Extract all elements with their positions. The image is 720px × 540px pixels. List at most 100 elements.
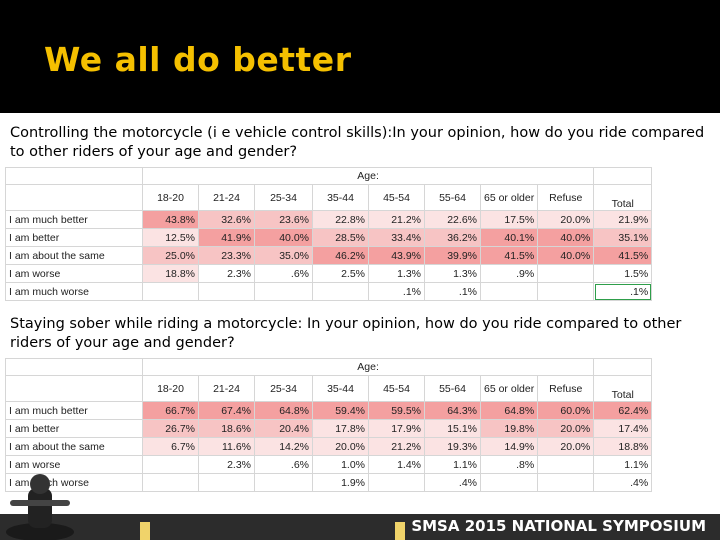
data-cell (142, 282, 199, 301)
data-cell: 1.4% (368, 455, 425, 474)
data-cell (142, 455, 199, 474)
data-cell: 22.8% (312, 210, 369, 229)
table-row: I am worse 2.3% .6% 1.0% 1.4% 1.1% .8% 1.1% (5, 455, 653, 474)
data-cell (142, 473, 199, 492)
data-cell (198, 473, 255, 492)
question-2-text: Staying sober while riding a motorcycle:… (10, 316, 682, 351)
data-cell: 33.4% (368, 228, 425, 247)
data-cell (198, 282, 255, 301)
data-cell: 23.3% (198, 246, 255, 265)
data-cell (537, 264, 595, 283)
data-cell: 67.4% (198, 401, 255, 420)
column-header: 45-54 (368, 375, 425, 402)
row-label: I am better (5, 419, 143, 438)
data-cell (479, 282, 539, 301)
data-cell (312, 282, 369, 301)
data-cell: 28.5% (312, 228, 369, 247)
data-cell: .6% (254, 455, 313, 474)
data-cell (537, 282, 595, 301)
row-label: I am about the same (5, 246, 143, 265)
lane-marking (395, 522, 405, 540)
data-cell: 26.7% (142, 419, 199, 438)
data-cell: 1.1% (593, 455, 653, 474)
data-cell: 25.0% (142, 246, 199, 265)
data-cell: 12.5% (142, 228, 199, 247)
column-header: 21-24 (198, 375, 255, 402)
corner-cell (5, 184, 143, 211)
data-cell: 35.0% (254, 246, 313, 265)
slide-header: We all do better (0, 0, 720, 113)
data-cell: 14.9% (479, 437, 539, 456)
row-label: I am much worse (5, 282, 143, 301)
data-cell: 64.8% (479, 401, 539, 420)
data-cell: 46.2% (312, 246, 369, 265)
data-cell: 19.3% (424, 437, 481, 456)
data-cell: 1.0% (312, 455, 369, 474)
data-cell: 17.9% (368, 419, 425, 438)
column-header: Refuse (537, 184, 595, 211)
corner-cell (5, 167, 143, 185)
data-cell: 2.3% (198, 264, 255, 283)
data-cell: 40.0% (537, 246, 595, 265)
data-cell (537, 455, 595, 474)
data-cell: 40.0% (537, 228, 595, 247)
row-label: I am worse (5, 264, 143, 283)
column-header: 25-34 (254, 375, 313, 402)
data-cell: 62.4% (593, 401, 653, 420)
table-row: I am much better 43.8% 32.6% 23.6% 22.8% 21.2… (5, 210, 653, 229)
data-cell: 21.2% (368, 210, 425, 229)
data-cell: .9% (479, 264, 539, 283)
data-cell: 1.1% (424, 455, 481, 474)
data-cell: 19.8% (479, 419, 539, 438)
data-cell: 18.6% (198, 419, 255, 438)
data-cell: .6% (254, 264, 313, 283)
data-cell: 40.1% (479, 228, 539, 247)
data-cell (479, 473, 539, 492)
column-header: Total (593, 375, 653, 402)
data-cell: 1.3% (368, 264, 425, 283)
data-cell: 22.6% (424, 210, 481, 229)
data-cell: 41.5% (479, 246, 539, 265)
data-cell: 17.8% (312, 419, 369, 438)
column-header: 18-20 (142, 375, 199, 402)
data-cell: 32.6% (198, 210, 255, 229)
column-header: 55-64 (424, 375, 481, 402)
data-cell: 59.5% (368, 401, 425, 420)
data-cell: 64.8% (254, 401, 313, 420)
data-cell: 66.7% (142, 401, 199, 420)
data-cell: 64.3% (424, 401, 481, 420)
footer-text: SMSA 2015 NATIONAL SYMPOSIUM (411, 517, 706, 535)
data-cell: 21.2% (368, 437, 425, 456)
data-cell: .8% (479, 455, 539, 474)
row-label: I am much better (5, 210, 143, 229)
data-cell: 20.4% (254, 419, 313, 438)
table-row: I am much worse .1% .1% .1% (5, 282, 653, 301)
table-row: I am better 12.5% 41.9% 40.0% 28.5% 33.4% 36.2… (5, 228, 653, 247)
column-header: 35-44 (312, 184, 369, 211)
question-1-text: Controlling the motorcycle (i e vehicle … (10, 125, 705, 160)
age-header: Age: (141, 167, 595, 185)
data-cell: 20.0% (537, 419, 595, 438)
data-cell: 40.0% (254, 228, 313, 247)
data-cell: 43.8% (142, 210, 199, 229)
data-cell: 60.0% (537, 401, 595, 420)
data-cell: 41.9% (198, 228, 255, 247)
column-header: 21-24 (198, 184, 255, 211)
data-cell: 1.3% (424, 264, 481, 283)
staying-sober-table: Age: 18-20 21-24 25-34 35-44 45-54 55-64 65 or … (5, 358, 653, 492)
data-cell: .4% (424, 473, 481, 492)
data-cell: 2.3% (198, 455, 255, 474)
total-header-spacer (593, 358, 653, 376)
table-row: I am worse 18.8% 2.3% .6% 2.5% 1.3% 1.3% .9% 1.5… (5, 264, 653, 283)
column-header: Refuse (537, 375, 595, 402)
data-cell: 15.1% (424, 419, 481, 438)
data-cell: .1% (368, 282, 425, 301)
row-label: I am better (5, 228, 143, 247)
column-header: 35-44 (312, 375, 369, 402)
table-row: I am much better 66.7% 67.4% 64.8% 59.4% 59.5… (5, 401, 653, 420)
column-header: 55-64 (424, 184, 481, 211)
vehicle-control-table: Age: 18-20 21-24 25-34 35-44 45-54 55-64 65 or … (5, 167, 653, 301)
data-cell: 59.4% (312, 401, 369, 420)
row-label: I am much better (5, 401, 143, 420)
data-cell: 20.0% (312, 437, 369, 456)
